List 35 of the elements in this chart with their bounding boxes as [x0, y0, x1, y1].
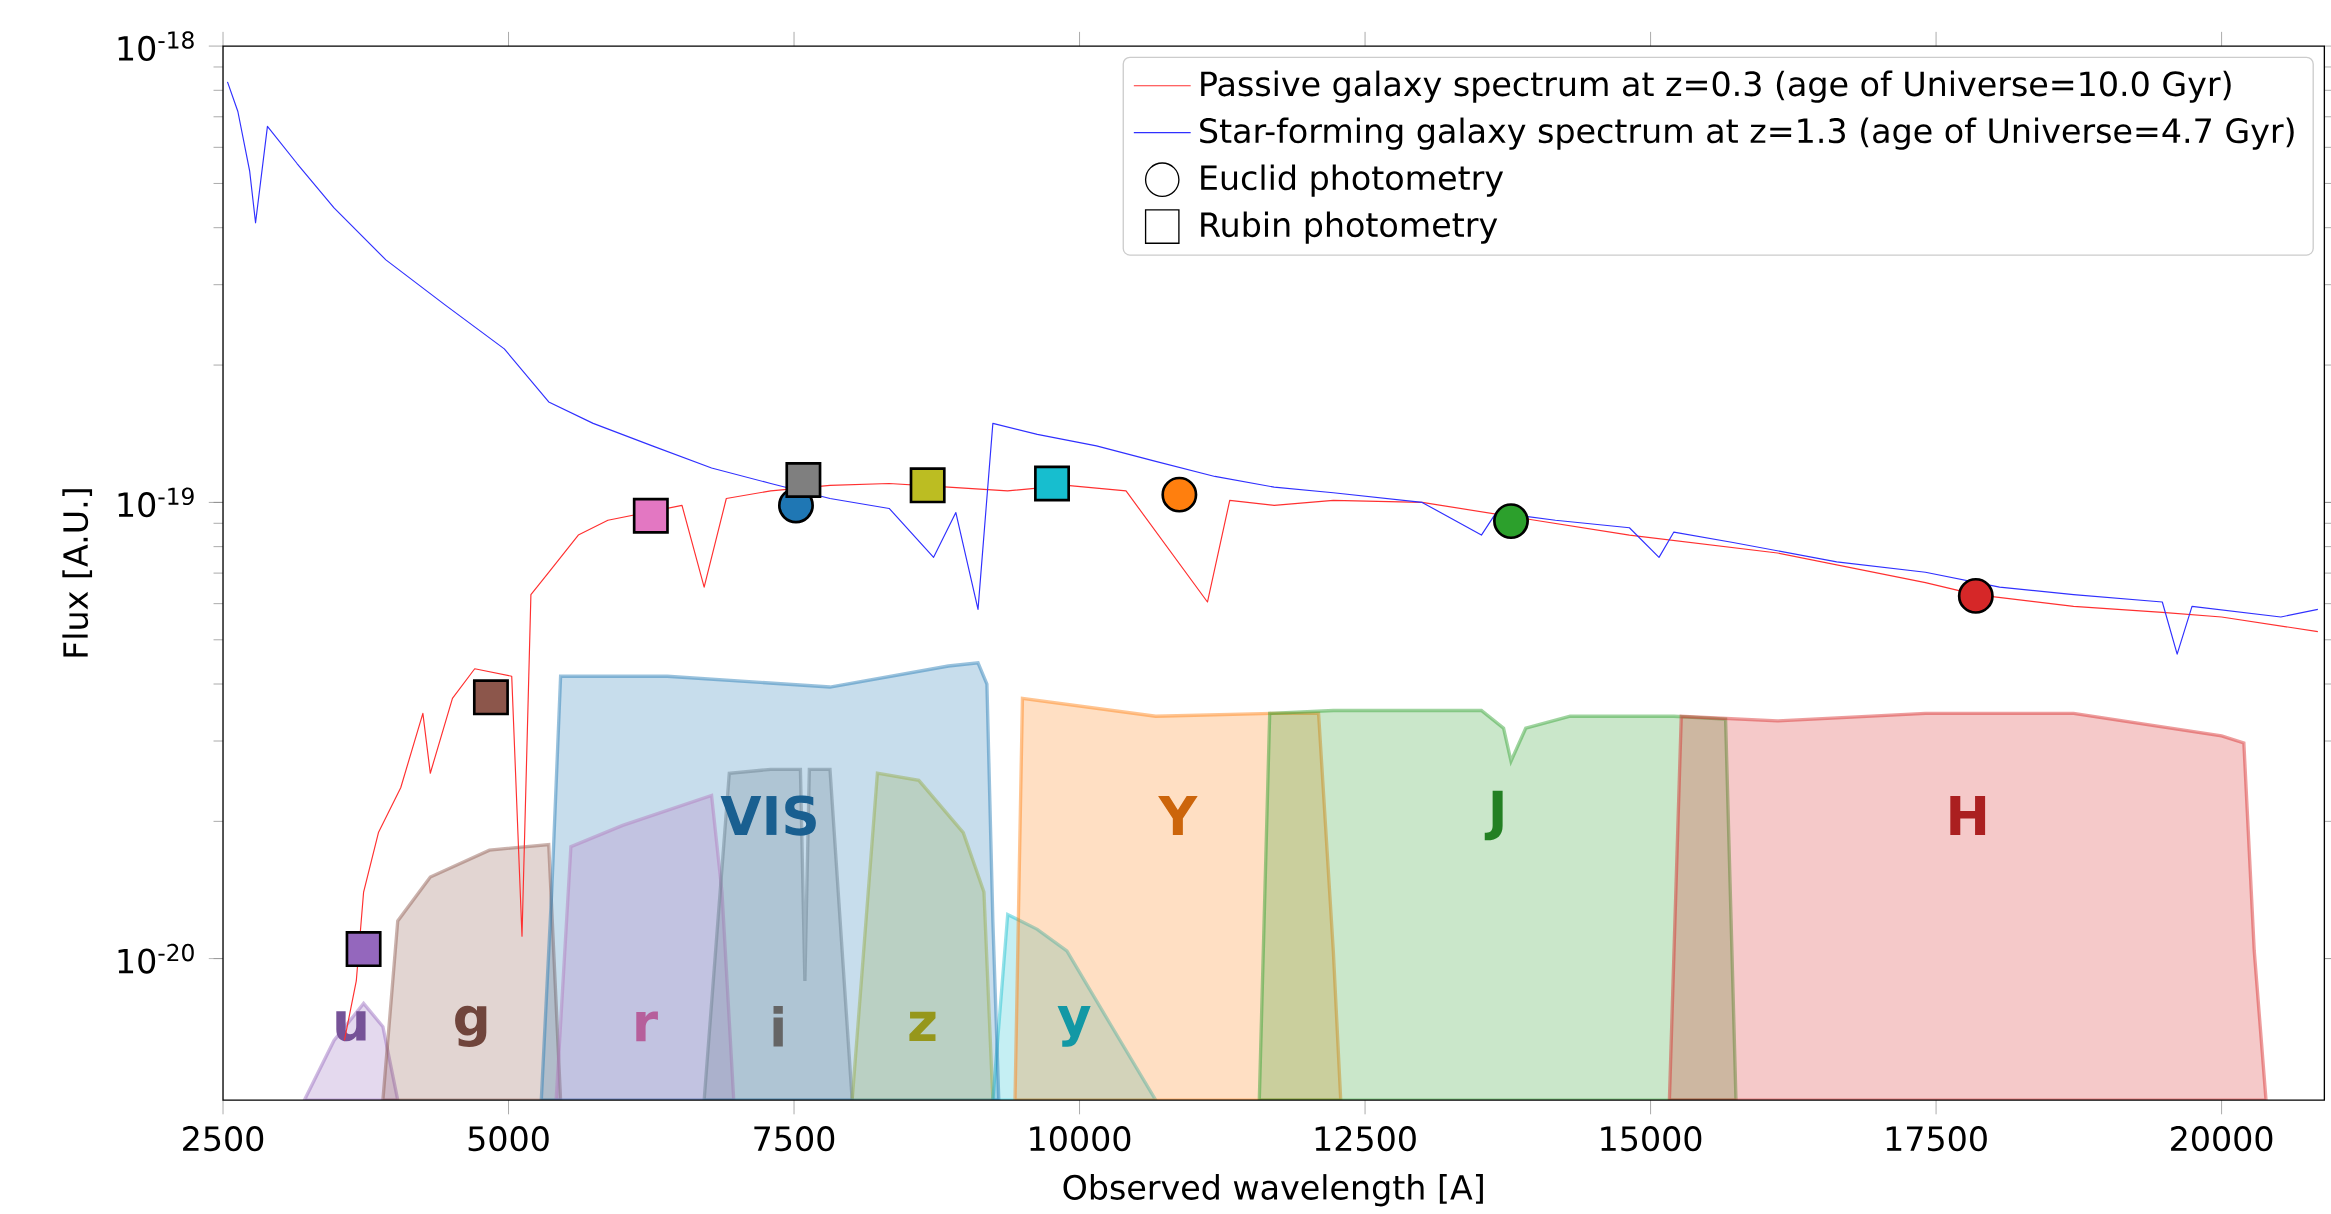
point	[909, 467, 946, 504]
point	[1161, 476, 1198, 513]
point	[1493, 503, 1529, 540]
x-tick-label: 7500	[754, 1126, 835, 1152]
point	[345, 931, 382, 968]
x-tick-label: 5000	[468, 1126, 549, 1152]
legend-label: Star-forming galaxy spectrum at z=1.3 (age of Universe=4.7 Gyr)	[1200, 117, 2294, 150]
point	[632, 497, 669, 534]
point	[785, 461, 822, 498]
annotation: y	[1057, 1005, 1091, 1047]
legend-label: Rubin photometry	[1201, 211, 1498, 244]
point	[1957, 577, 1994, 614]
annotation: z	[909, 1011, 936, 1041]
legend-label: Euclid photometry	[1201, 164, 1504, 197]
y-axis-title: Flux [A.U.]	[62, 489, 93, 657]
point	[472, 679, 509, 716]
x-tick-label: 20000	[2171, 1126, 2273, 1152]
y-tick-label: 10$^{-19}$	[118, 487, 194, 518]
y-tick-label: 10$^{-20}$	[118, 943, 194, 974]
legend-label: Passive galaxy spectrum at z=0.3 (age of Universe=10.0 Gyr)	[1201, 70, 2231, 103]
annotation: VIS	[720, 795, 816, 836]
annotation: g	[455, 1005, 487, 1047]
x-tick-label: 17500	[1886, 1126, 1987, 1152]
point	[1034, 465, 1070, 502]
x-tick-label: 2500	[183, 1126, 264, 1152]
annotation: i	[773, 1006, 783, 1047]
annotation: H	[1950, 796, 1986, 835]
annotation: J	[1484, 790, 1503, 841]
x-tick-label: 12500	[1315, 1126, 1416, 1152]
y-tick-label: 10$^{-18}$	[118, 31, 194, 62]
x-tick-label: 15000	[1601, 1126, 1702, 1152]
annotation: r	[636, 1011, 658, 1042]
annotation: Y	[1158, 796, 1198, 835]
x-tick-label: 10000	[1030, 1126, 1131, 1152]
x-axis-title: Observed wavelength [A]	[1063, 1174, 1483, 1207]
